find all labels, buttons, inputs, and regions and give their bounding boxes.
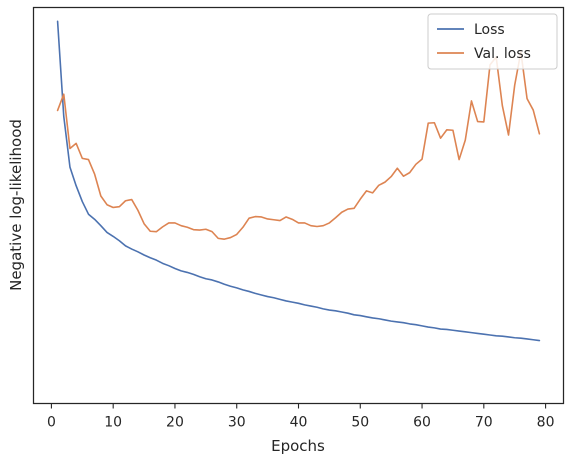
x-tick-label: 20 [166, 415, 184, 431]
x-tick-label: 60 [413, 415, 431, 431]
x-tick-label: 10 [104, 415, 122, 431]
x-tick-label: 40 [290, 415, 308, 431]
x-axis-ticks: 0 10 20 30 40 50 60 70 80 [47, 403, 555, 431]
y-axis-label: Negative log-likelihood [7, 119, 25, 291]
x-axis-label: Epochs [271, 437, 325, 455]
x-tick-label: 30 [228, 415, 246, 431]
x-tick-label: 70 [475, 415, 493, 431]
legend-label: Val. loss [474, 46, 531, 62]
series-layer [56, 20, 541, 342]
legend-label: Loss [474, 22, 505, 38]
legend: Loss Val. loss [427, 13, 558, 70]
x-tick-label: 80 [537, 415, 555, 431]
series-line-loss [56, 20, 541, 342]
x-tick-label: 50 [351, 415, 369, 431]
x-tick-label: 0 [47, 415, 56, 431]
series-line-val-loss [56, 51, 541, 240]
legend-box [427, 13, 558, 70]
